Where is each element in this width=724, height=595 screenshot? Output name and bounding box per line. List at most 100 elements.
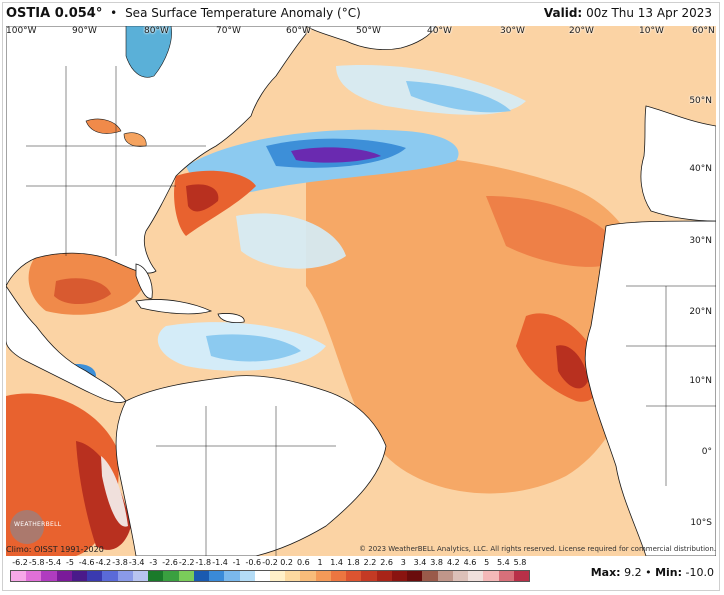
colorbar-tick-label: -3.4 <box>128 558 145 567</box>
sst-anomaly-map[interactable]: 100°W 90°W 80°W 70°W 60°W 50°W 40°W 30°W… <box>6 26 716 556</box>
colorbar-swatch <box>376 571 392 581</box>
south-america-land <box>115 375 387 556</box>
colorbar-tick-label: -4.6 <box>78 558 95 567</box>
colorbar-swatch <box>224 571 240 581</box>
colorbar-swatch <box>41 571 57 581</box>
colorbar-swatch <box>437 571 453 581</box>
extreme-warm-anomaly-us-coast <box>186 184 219 212</box>
map-title: Sea Surface Temperature Anomaly (°C) <box>125 6 361 20</box>
extreme-warm-anomaly-peru <box>76 441 131 550</box>
great-lakes <box>85 118 122 134</box>
max-min-stats: Max: 9.2 • Min: -10.0 <box>591 566 714 579</box>
colorbar-tick-label: -1.4 <box>212 558 228 567</box>
lon-label: 10°W <box>639 26 664 36</box>
lon-label: 40°W <box>427 26 452 36</box>
colorbar-tick-label: -2.2 <box>178 558 195 567</box>
header: OSTIA 0.054° • Sea Surface Temperature A… <box>6 6 716 24</box>
colorbar-tick-label: -0.6 <box>245 558 262 567</box>
extreme-cold-anomaly-gulf-stream <box>291 147 381 163</box>
max-label: Max: <box>590 566 621 579</box>
europe-land <box>640 105 716 222</box>
colorbar-swatch <box>513 571 529 581</box>
extreme-anomaly-west-africa <box>556 345 588 389</box>
africa-boundaries <box>626 285 716 486</box>
lat-label: 0° <box>701 447 712 457</box>
map-svg <box>6 26 716 556</box>
colorbar-tick-label: 1.4 <box>330 558 344 567</box>
florida-land <box>135 263 153 299</box>
cuba-land <box>135 299 213 315</box>
colorbar-swatch <box>407 571 423 581</box>
colorbar-tick-label: -0.2 <box>262 558 278 567</box>
colorbar-tick-label: 5.4 <box>496 558 510 567</box>
colorbar-swatch <box>56 571 72 581</box>
colorbar-swatch <box>254 571 270 581</box>
lon-label: 60°N <box>692 26 715 36</box>
lon-label: 90°W <box>72 26 97 36</box>
product-name: OSTIA 0.054° <box>6 6 103 21</box>
lon-label: 70°W <box>216 26 241 36</box>
colorbar-tick-label: 2.6 <box>380 558 394 567</box>
hispaniola-land <box>217 313 245 323</box>
colorbar-tick-label: -5 <box>66 558 74 567</box>
colorbar-swatch <box>300 571 316 581</box>
colorbar-swatch <box>315 571 331 581</box>
lon-label: 20°W <box>569 26 594 36</box>
copyright-notice: © 2023 WeatherBELL Analytics, LLC. All r… <box>359 545 716 553</box>
colorbar-swatch <box>330 571 347 581</box>
extreme-anomaly-peru-core <box>101 456 128 527</box>
colorbar-swatch <box>117 571 133 581</box>
colorbar-swatch <box>483 571 499 581</box>
colorbar-swatch <box>422 571 438 581</box>
colorbar-swatch <box>346 571 362 581</box>
colorbar-swatch <box>102 571 118 581</box>
colorbar-tick-label: -5.8 <box>28 558 45 567</box>
colorbar-tick-label: -6.2 <box>12 558 28 567</box>
colorbar-tick-label: 4.2 <box>446 558 460 567</box>
colorbar-swatch <box>285 571 301 581</box>
colorbar-tick-label: -4.2 <box>95 558 112 567</box>
colorbar-tick-label: 1.8 <box>346 558 360 567</box>
colorbar-tick-label: -5.4 <box>45 558 62 567</box>
colorbar-tick-label: -3.8 <box>112 558 128 567</box>
africa-land <box>584 220 716 556</box>
colorbar-swatch <box>163 571 179 581</box>
lon-label: 50°W <box>356 26 381 36</box>
greenland-land <box>305 26 437 50</box>
valid-label: Valid: <box>543 6 583 20</box>
stats-bullet: • <box>645 566 652 579</box>
lon-label: 60°W <box>286 26 311 36</box>
colorbar-ticks: -6.2 -5.8 -5.4 -5 -4.6 -4.2 -3.8 -3.4 -3 -2.6 -2.2… <box>10 558 530 570</box>
lon-label: 30°W <box>500 26 525 36</box>
climatology-note: Climo: OISST 1991-2020 <box>6 545 104 554</box>
colorbar-swatch <box>498 571 514 581</box>
hudson-bay <box>125 26 172 78</box>
weatherbell-logo <box>10 510 44 544</box>
min-value: -10.0 <box>685 566 714 579</box>
colorbar-swatch <box>361 571 377 581</box>
colorbar: -6.2 -5.8 -5.4 -5 -4.6 -4.2 -3.8 -3.4 -3 -2.6 -2.2… <box>10 558 530 590</box>
colorbar-swatch <box>468 571 484 581</box>
warm-anomaly-east <box>486 196 626 267</box>
colorbar-swatch <box>148 571 164 581</box>
min-label: Min: <box>655 566 683 579</box>
colorbar-tick-label: 0.2 <box>280 558 294 567</box>
cool-anomaly-subtropical <box>236 213 346 269</box>
colorbar-tick-label: 4.6 <box>463 558 477 567</box>
lat-label: 40°N <box>689 164 712 174</box>
colorbar-swatch <box>193 571 210 581</box>
extreme-anomaly-gulf <box>54 278 111 305</box>
max-value: 9.2 <box>624 566 642 579</box>
colorbar-swatch <box>178 571 194 581</box>
lat-label: 10°N <box>689 376 712 386</box>
lat-label: 30°N <box>689 236 712 246</box>
colorbar-swatch <box>26 571 42 581</box>
lat-label: 10°S <box>690 518 712 528</box>
lat-label: 20°N <box>689 307 712 317</box>
colorbar-tick-label: -3 <box>149 558 158 567</box>
cool-anomaly-labrador-core <box>406 81 511 113</box>
colorbar-swatch <box>132 571 149 581</box>
header-bullet: • <box>110 6 118 20</box>
colorbar-swatch <box>87 571 103 581</box>
colorbar-swatches <box>10 570 530 582</box>
